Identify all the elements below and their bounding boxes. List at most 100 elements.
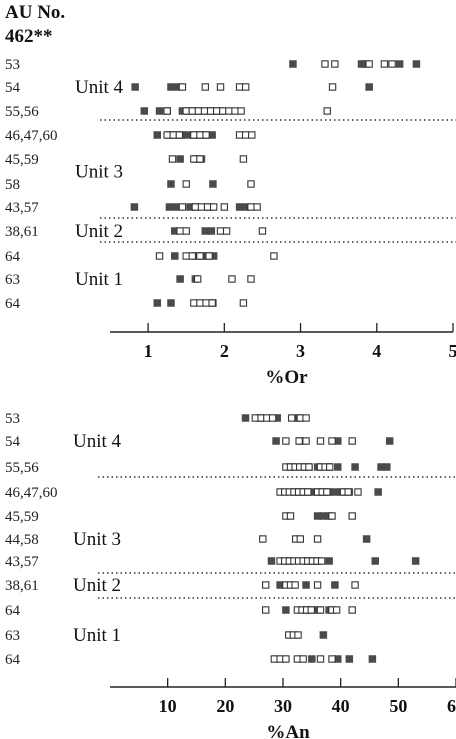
- filled-square-point: [302, 581, 310, 589]
- open-square-point: [365, 60, 373, 68]
- filled-square-point: [207, 227, 216, 235]
- row-label: 38,61: [5, 578, 39, 594]
- header-sample-id: 462**: [5, 26, 53, 47]
- open-square-point: [216, 227, 225, 235]
- open-square-point: [299, 655, 307, 663]
- open-square-point: [287, 414, 296, 422]
- filled-square-point: [313, 512, 322, 520]
- filled-square-point: [334, 437, 342, 445]
- x-tick-label: 5: [449, 341, 456, 361]
- filled-square-point: [176, 275, 184, 283]
- x-tick-label: 10: [159, 696, 177, 716]
- filled-square-point: [377, 463, 385, 471]
- open-square-point: [235, 131, 244, 139]
- unit-label: Unit 1: [75, 269, 123, 290]
- filled-square-point: [178, 107, 187, 115]
- open-square-point: [328, 83, 337, 91]
- open-square-point: [248, 131, 256, 139]
- filled-square-point: [155, 107, 164, 115]
- x-tick-label: 40: [332, 696, 350, 716]
- open-square-point: [235, 83, 244, 91]
- open-square-point: [178, 83, 187, 91]
- filled-square-point: [131, 83, 139, 91]
- x-axis-label: %An: [266, 722, 310, 739]
- row-label: 64: [5, 603, 21, 619]
- row-label: 64: [5, 249, 21, 265]
- open-square-point: [354, 488, 362, 496]
- open-square-point: [190, 131, 198, 139]
- x-axis-label: %Or: [265, 367, 308, 388]
- open-square-point: [196, 131, 204, 139]
- open-square-point: [194, 107, 203, 115]
- row-label: 53: [5, 57, 20, 73]
- open-square-point: [202, 299, 210, 307]
- x-tick-label: 4: [372, 341, 381, 361]
- open-square-point: [178, 203, 187, 211]
- filled-square-point: [374, 488, 382, 496]
- filled-square-point: [334, 655, 342, 663]
- open-square-point: [241, 83, 250, 91]
- open-square-point: [291, 581, 299, 589]
- row-label: 43,57: [5, 200, 39, 216]
- open-square-point: [239, 299, 248, 307]
- open-square-point: [201, 83, 209, 91]
- open-square-point: [197, 203, 206, 211]
- open-square-point: [304, 488, 312, 496]
- open-square-point: [286, 512, 295, 520]
- open-square-point: [182, 107, 190, 115]
- filled-square-point: [130, 203, 139, 211]
- filled-square-point: [331, 488, 339, 496]
- open-square-point: [380, 60, 389, 68]
- row-label: 54: [5, 434, 21, 450]
- open-square-point: [321, 60, 329, 68]
- filled-square-point: [334, 463, 342, 471]
- open-square-point: [191, 203, 200, 211]
- open-square-point: [209, 203, 218, 211]
- filled-square-point: [319, 512, 328, 520]
- open-square-point: [155, 252, 164, 260]
- open-square-point: [196, 155, 204, 163]
- unit-label: Unit 1: [73, 625, 121, 646]
- filled-square-point: [383, 463, 391, 471]
- row-label: 46,47,60: [5, 128, 58, 144]
- filled-square-point: [276, 581, 284, 589]
- filled-square-point: [371, 557, 380, 565]
- x-tick-label: 60: [447, 696, 456, 716]
- open-square-point: [239, 155, 248, 163]
- filled-square-point: [183, 131, 192, 139]
- filled-square-point: [167, 83, 175, 91]
- open-square-point: [213, 107, 221, 115]
- filled-square-point: [176, 155, 184, 163]
- open-square-point: [200, 107, 209, 115]
- unit-label: Unit 4: [73, 431, 122, 452]
- open-square-point: [196, 252, 204, 260]
- x-tick-label: 50: [389, 696, 407, 716]
- open-square-point: [188, 107, 197, 115]
- filled-square-point: [171, 252, 179, 260]
- filled-square-point: [319, 631, 328, 639]
- row-label: 64: [5, 296, 21, 312]
- filled-square-point: [282, 606, 290, 614]
- filled-square-point: [208, 131, 216, 139]
- open-square-point: [163, 107, 171, 115]
- x-tick-label: 2: [220, 341, 229, 361]
- filled-square-point: [153, 299, 162, 307]
- open-square-point: [261, 606, 270, 614]
- open-square-point: [332, 606, 341, 614]
- or-panel: 535455,5646,47,6045,595843,5738,61646364…: [5, 57, 456, 388]
- open-square-point: [270, 252, 278, 260]
- filled-square-point: [171, 227, 179, 235]
- filled-square-point: [235, 203, 244, 211]
- open-square-point: [190, 299, 198, 307]
- filled-square-point: [209, 180, 217, 188]
- filled-square-point: [173, 83, 181, 91]
- filled-square-point: [325, 557, 333, 565]
- open-square-point: [231, 107, 239, 115]
- filled-square-point: [209, 252, 218, 260]
- filled-square-point: [411, 557, 420, 565]
- open-square-point: [302, 414, 310, 422]
- open-square-point: [268, 414, 277, 422]
- open-square-point: [222, 227, 231, 235]
- open-square-point: [317, 557, 326, 565]
- filled-square-point: [165, 203, 174, 211]
